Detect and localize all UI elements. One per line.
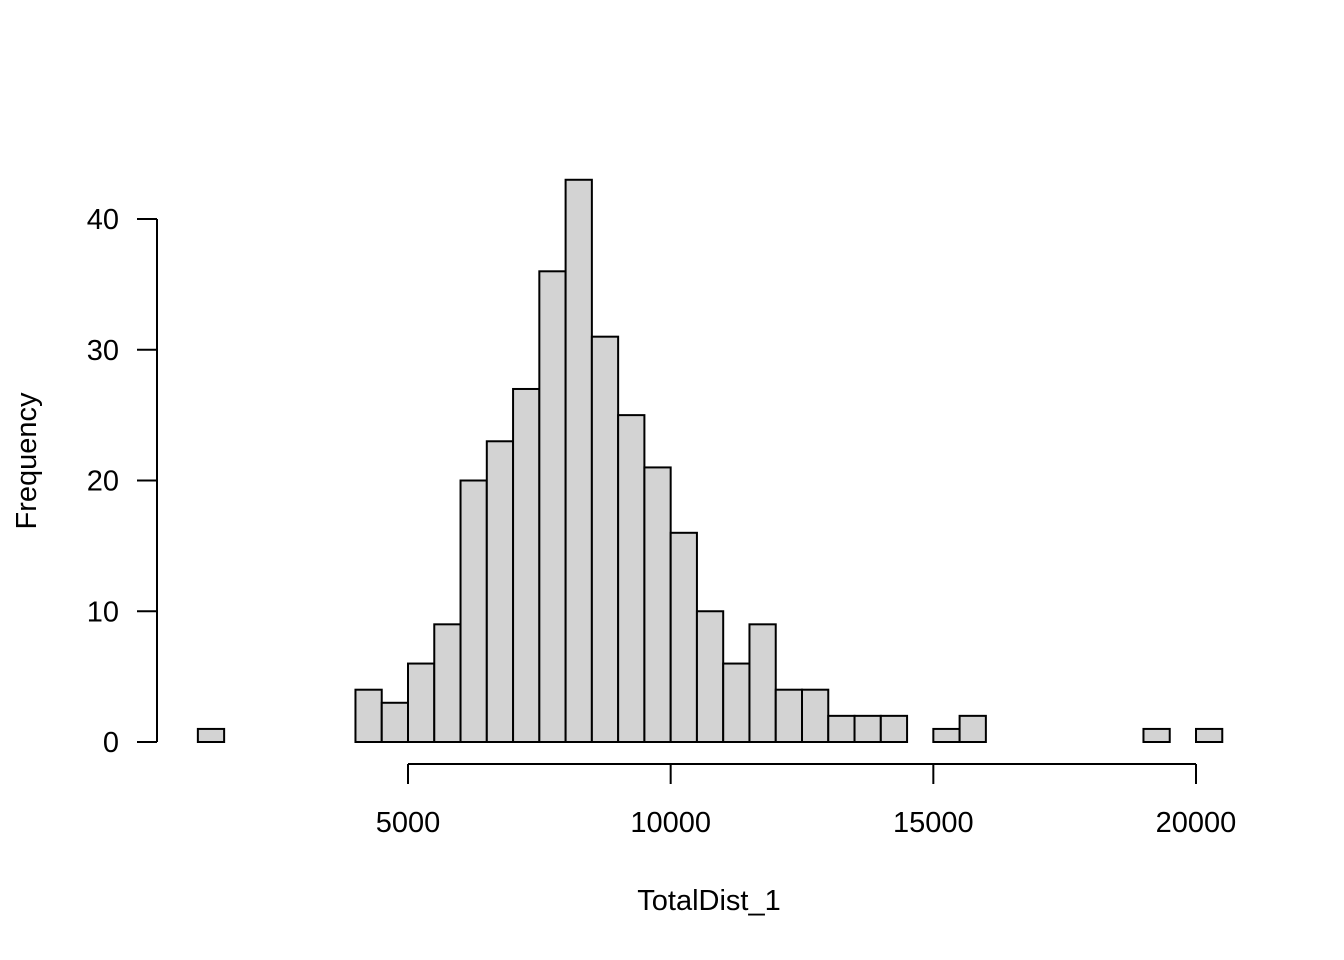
histogram-bar [590, 335, 620, 743]
histogram-bar [617, 414, 646, 743]
histogram-bar [643, 466, 672, 743]
histogram-bar [407, 662, 436, 743]
y-tick-label: 10 [87, 596, 119, 628]
y-axis: 0 10 20 30 40 [87, 204, 158, 759]
histogram-bar [879, 714, 909, 743]
x-tick-label: 10000 [630, 807, 711, 839]
histogram-bar [380, 701, 410, 744]
histogram-bar [354, 688, 383, 744]
histogram-bar [722, 662, 751, 743]
bars-layer [196, 178, 1224, 744]
histogram-bar [695, 610, 725, 743]
x-axis-title: TotalDist_1 [637, 885, 780, 917]
histogram-bar [433, 623, 462, 744]
histogram-bar [932, 727, 961, 743]
y-tick-label: 40 [87, 204, 119, 236]
y-tick-label: 30 [87, 335, 119, 367]
histogram-bar [459, 479, 488, 743]
x-axis: 5000 10000 15000 20000 [376, 763, 1237, 839]
histogram-bar [485, 440, 515, 743]
histogram-bar [564, 178, 593, 743]
histogram-bar [827, 714, 856, 743]
histogram-bar [748, 623, 777, 744]
histogram-bar [774, 688, 804, 744]
x-tick-label: 5000 [376, 807, 441, 839]
histogram-bar [196, 727, 226, 743]
histogram-bar [801, 688, 830, 744]
histogram-bar [1142, 727, 1171, 743]
histogram-bar [512, 387, 541, 743]
histogram-bar [853, 714, 882, 743]
x-tick-label: 20000 [1156, 807, 1237, 839]
histogram-bar [669, 531, 698, 743]
y-tick-label: 20 [87, 466, 119, 498]
histogram-bar [958, 714, 987, 743]
histogram-bar [538, 270, 567, 743]
y-axis-title: Frequency [11, 392, 43, 530]
y-tick-label: 0 [103, 727, 119, 759]
x-tick-label: 15000 [893, 807, 974, 839]
histogram-bar [1195, 727, 1224, 743]
